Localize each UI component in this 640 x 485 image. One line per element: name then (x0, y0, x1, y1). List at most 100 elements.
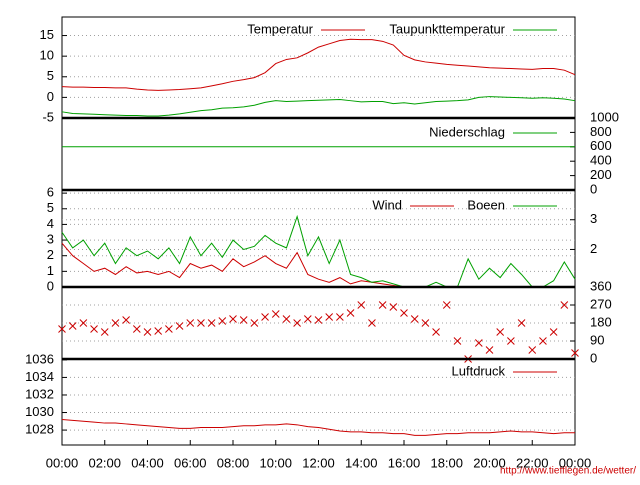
y-tick-label: 0 (47, 278, 54, 293)
x-tick-label: 00:00 (46, 455, 79, 470)
scatter-point (474, 339, 483, 347)
scatter-point (410, 315, 419, 323)
y-tick-label: -5 (42, 109, 54, 124)
scatter-point (90, 325, 98, 333)
y-tick-label: 10 (40, 48, 54, 63)
scatter-point (79, 319, 88, 327)
scatter-point (507, 337, 515, 345)
scatter-point (560, 301, 569, 309)
scatter-point (336, 313, 344, 321)
y2-tick-label: 2 (590, 241, 597, 256)
scatter-point (100, 328, 109, 336)
y2-tick-label: 270 (590, 296, 612, 311)
y2-tick-label: 90 (590, 332, 604, 347)
scatter-point (378, 301, 387, 309)
scatter-point (314, 316, 323, 324)
scatter-point (197, 319, 205, 327)
x-tick-label: 10:00 (259, 455, 292, 470)
y2-tick-label: 400 (590, 153, 612, 168)
y-tick-label: 1032 (25, 386, 54, 401)
scatter-point (165, 325, 173, 333)
x-tick-label: 14:00 (345, 455, 378, 470)
scatter-point (325, 313, 334, 321)
scatter-point (496, 328, 505, 336)
legend-label: Luftdruck (452, 363, 506, 378)
y2-tick-label: 360 (590, 278, 612, 293)
legend-label: Taupunkttemperatur (389, 21, 505, 36)
scatter-point (175, 322, 184, 330)
y-tick-label: 1 (47, 263, 54, 278)
y-tick-label: 1028 (25, 422, 54, 437)
scatter-point (58, 325, 66, 333)
x-tick-label: 04:00 (131, 455, 164, 470)
scatter-point (154, 327, 163, 335)
legend-label: Niederschlag (429, 124, 505, 139)
scatter-point (68, 322, 77, 330)
x-tick-label: 18:00 (430, 455, 463, 470)
y2-tick-label: 180 (590, 314, 612, 329)
scatter-point (389, 303, 398, 311)
scatter-point (368, 319, 376, 327)
y-tick-label: 3 (47, 232, 54, 247)
scatter-point (485, 346, 494, 354)
y2-tick-label: 200 (590, 167, 612, 182)
scatter-point (442, 301, 451, 309)
scatter-point (539, 337, 547, 345)
y2-tick-label: 0 (590, 181, 597, 196)
scatter-point (293, 319, 301, 327)
scatter-point (571, 349, 579, 357)
x-tick-label: 08:00 (217, 455, 250, 470)
y-tick-label: 1030 (25, 404, 54, 419)
y-tick-label: 15 (40, 27, 54, 42)
scatter-point (261, 313, 269, 321)
x-tick-label: 06:00 (174, 455, 207, 470)
x-tick-label: 02:00 (88, 455, 121, 470)
y-tick-label: 4 (47, 216, 54, 231)
y-tick-label: 2 (47, 247, 54, 262)
scatter-point (517, 319, 526, 327)
y2-tick-label: 0 (590, 350, 597, 365)
scatter-point (122, 316, 130, 324)
scatter-point (400, 309, 408, 317)
series-line (61, 214, 576, 288)
y-tick-label: 1036 (25, 351, 54, 366)
legend-label: Boeen (467, 197, 505, 212)
y2-tick-label: 600 (590, 138, 612, 153)
scatter-point (421, 319, 430, 327)
y-tick-label: 5 (47, 68, 54, 83)
x-tick-label: 16:00 (388, 455, 421, 470)
scatter-point (239, 316, 248, 324)
scatter-point (357, 301, 366, 309)
x-tick-label: 20:00 (473, 455, 506, 470)
scatter-point (218, 317, 227, 325)
scatter-point (453, 337, 462, 345)
series-line (61, 38, 576, 91)
scatter-point (143, 328, 152, 336)
scatter-point (207, 319, 216, 327)
series-line (61, 96, 576, 117)
scatter-point (549, 328, 558, 336)
scatter-point (303, 315, 312, 323)
y-tick-label: 5 (47, 200, 54, 215)
scatter-point (282, 315, 291, 323)
scatter-point (186, 319, 195, 327)
legend-label: Wind (372, 197, 402, 212)
series-line (61, 419, 575, 436)
scatter-point (111, 319, 120, 327)
scatter-point (229, 315, 237, 323)
scatter-point (346, 309, 355, 317)
y-tick-label: 1034 (25, 369, 54, 384)
scatter-point (132, 325, 141, 333)
footer-link: http://www.tiefflegen.de/wetter/ (500, 466, 636, 477)
scatter-point (432, 328, 440, 336)
y2-tick-label: 3 (590, 211, 597, 226)
scatter-point (250, 319, 259, 327)
y-tick-label: 0 (47, 89, 54, 104)
x-tick-label: 00:00 (559, 455, 592, 470)
y-tick-label: 6 (47, 185, 54, 200)
x-tick-label: 22:00 (516, 455, 549, 470)
scatter-point (528, 346, 537, 354)
y2-tick-label: 800 (590, 124, 612, 139)
y2-tick-label: 1000 (590, 109, 619, 124)
